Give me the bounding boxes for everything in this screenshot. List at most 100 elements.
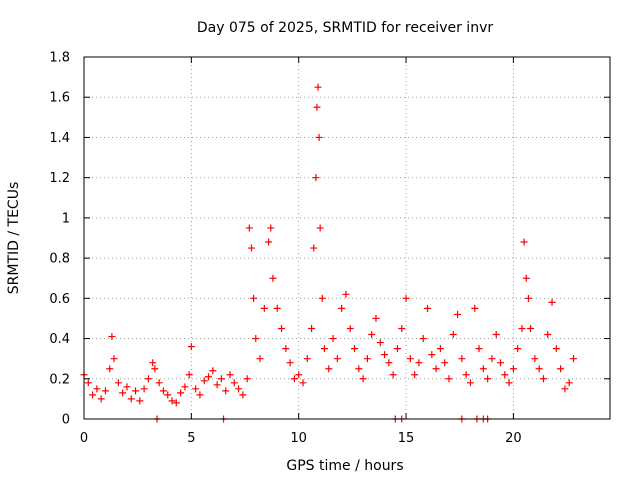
y-tick-label: 1.6 — [49, 91, 70, 106]
data-point — [209, 367, 217, 375]
data-point — [308, 325, 316, 332]
data-point — [509, 365, 517, 373]
data-point — [363, 355, 371, 363]
data-point — [149, 359, 157, 367]
y-axis-label: SRMTID / TECUs — [6, 182, 22, 295]
data-point — [222, 387, 230, 395]
data-point — [315, 133, 323, 141]
data-point — [359, 375, 367, 383]
data-point — [239, 391, 247, 399]
data-point — [312, 174, 320, 182]
data-point — [531, 355, 539, 363]
data-point — [114, 379, 122, 387]
data-point — [462, 371, 470, 379]
data-point — [520, 238, 528, 246]
data-point — [488, 355, 496, 363]
data-point — [561, 385, 569, 393]
y-tick-label: 1.8 — [49, 51, 70, 66]
data-point — [299, 379, 307, 387]
data-point — [316, 224, 324, 232]
data-point — [260, 304, 268, 312]
data-point — [402, 294, 410, 302]
data-point — [535, 365, 543, 373]
data-point — [479, 365, 487, 373]
data-point — [267, 224, 275, 232]
data-point — [192, 385, 200, 393]
data-point — [552, 345, 560, 353]
data-point — [441, 359, 449, 367]
data-point — [172, 399, 180, 407]
data-point — [406, 355, 414, 363]
data-point — [393, 345, 401, 353]
data-point — [310, 244, 318, 252]
data-point — [243, 375, 251, 383]
data-point — [570, 355, 578, 363]
data-point — [454, 310, 462, 318]
data-point — [273, 304, 281, 312]
data-point — [132, 387, 140, 395]
data-point — [269, 274, 277, 282]
data-point — [372, 314, 380, 322]
data-point — [415, 359, 423, 367]
data-point — [247, 244, 255, 252]
chart-title: Day 075 of 2025, SRMTID for receiver inv… — [197, 20, 493, 36]
x-axis-ticks: 0 5 10 15 20 — [80, 57, 522, 446]
data-point — [230, 379, 238, 387]
x-axis-label: GPS time / hours — [286, 458, 403, 474]
grid-lines — [84, 57, 610, 419]
data-point — [385, 359, 393, 367]
data-point — [497, 359, 505, 367]
data-point — [119, 389, 127, 397]
data-point — [381, 351, 389, 359]
data-point — [522, 274, 530, 282]
data-point — [144, 375, 152, 383]
data-point — [93, 385, 101, 393]
data-point — [492, 331, 500, 339]
data-point — [411, 371, 419, 379]
data-point — [226, 371, 234, 379]
data-point — [200, 377, 208, 385]
data-point — [303, 355, 311, 363]
data-point — [177, 389, 185, 397]
data-point — [436, 345, 444, 353]
data-points — [80, 83, 578, 423]
data-point — [187, 343, 195, 351]
data-point — [123, 383, 131, 391]
data-point — [320, 345, 328, 353]
data-point — [527, 325, 535, 332]
data-point — [295, 371, 303, 379]
data-point — [256, 355, 264, 363]
x-tick-label: 0 — [80, 431, 88, 446]
data-point — [140, 385, 148, 393]
x-tick-label: 15 — [398, 431, 415, 446]
data-point — [398, 325, 406, 332]
data-point — [376, 339, 384, 347]
data-point — [84, 379, 92, 387]
data-point — [518, 325, 526, 332]
data-point — [106, 365, 114, 373]
data-point — [213, 381, 221, 389]
data-point — [181, 383, 189, 391]
data-point — [432, 365, 440, 373]
y-tick-label: 0 — [62, 413, 70, 428]
data-point — [445, 375, 453, 383]
data-point — [557, 365, 565, 373]
data-point — [424, 304, 432, 312]
data-point — [501, 371, 509, 379]
data-point — [159, 387, 167, 395]
data-point — [428, 351, 436, 359]
data-point — [101, 387, 109, 395]
data-point — [368, 331, 376, 339]
data-point — [282, 345, 290, 353]
data-point — [110, 355, 118, 363]
data-point — [286, 359, 294, 367]
x-tick-label: 5 — [187, 431, 195, 446]
data-point — [127, 395, 135, 403]
data-point — [342, 290, 350, 298]
y-tick-label: 1.4 — [49, 131, 70, 146]
data-point — [168, 397, 176, 405]
data-point — [151, 365, 159, 373]
data-point — [548, 298, 556, 306]
data-point — [278, 325, 286, 332]
